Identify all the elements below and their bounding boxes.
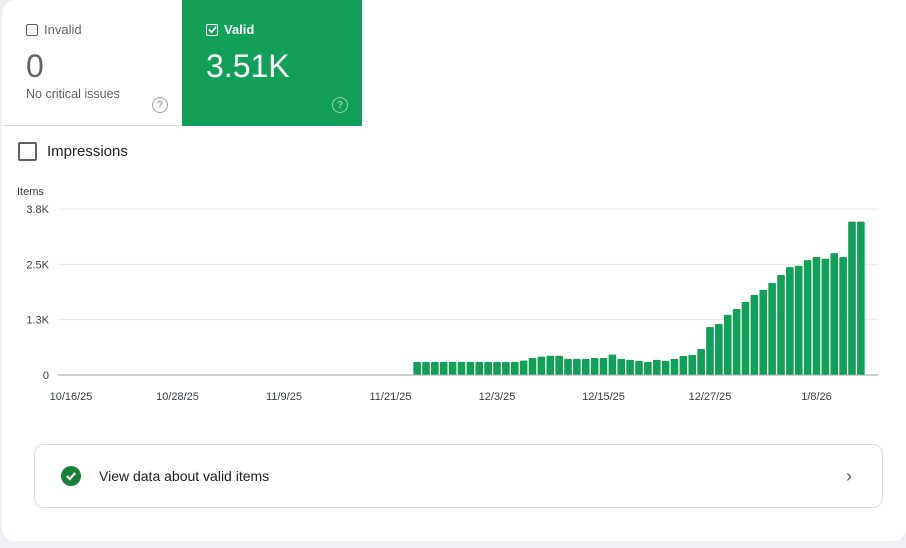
y-tick-label: 1.3K (26, 315, 49, 327)
bar (528, 357, 537, 375)
bar (759, 289, 768, 375)
view-valid-items-label: View data about valid items (99, 468, 270, 484)
valid-tile[interactable]: Valid 3.51K ? (182, 0, 362, 126)
invalid-subtitle: No critical issues (26, 87, 120, 101)
bar (786, 267, 794, 375)
bar (697, 349, 705, 375)
bar (564, 358, 572, 375)
bar (679, 355, 688, 375)
bar (732, 309, 741, 375)
bar (555, 355, 563, 375)
bar (608, 354, 617, 375)
x-tick-label: 12/15/25 (582, 391, 625, 403)
x-tick-label: 10/16/25 (50, 391, 93, 403)
bar (715, 323, 723, 375)
bar (546, 355, 555, 375)
bar (821, 258, 830, 375)
x-tick-label: 1/8/26 (801, 391, 832, 403)
bar (857, 221, 865, 375)
x-tick-label: 10/28/25 (156, 391, 199, 403)
invalid-label: Invalid (44, 22, 82, 37)
bar (777, 274, 785, 375)
impressions-toggle[interactable]: Impressions (18, 142, 128, 161)
bar (688, 354, 697, 375)
view-valid-items-button[interactable]: View data about valid items › (34, 444, 883, 508)
bar (573, 358, 581, 375)
bar (484, 361, 492, 375)
bar (590, 357, 599, 375)
invalid-count: 0 (26, 48, 44, 84)
valid-checkbox[interactable] (206, 23, 218, 36)
bar (466, 361, 475, 375)
bar (644, 361, 652, 375)
bar (830, 253, 839, 375)
bar (537, 356, 546, 375)
bar (812, 257, 821, 375)
bar (670, 358, 679, 375)
bar (706, 326, 714, 375)
bar (794, 265, 803, 375)
check-icon (207, 26, 217, 34)
items-chart: 0 1.3K 2.5K 3.8K 10/16/25 10/28/25 11/9/25 11/2… (26, 204, 878, 403)
bar (768, 282, 776, 375)
bar (723, 314, 732, 375)
valid-label: Valid (224, 22, 255, 37)
bar (519, 360, 528, 375)
check-circle-icon (61, 466, 81, 486)
bar (448, 361, 457, 375)
bar (626, 359, 634, 375)
invalid-tile[interactable]: Invalid 0 No critical issues ? (2, 0, 182, 126)
y-tick-label: 3.8K (26, 204, 49, 216)
y-tick-label: 2.5K (26, 259, 49, 271)
bar (803, 260, 812, 375)
bar (635, 361, 643, 375)
impressions-label: Impressions (47, 143, 128, 160)
bar (848, 221, 856, 375)
valid-count: 3.51K (206, 48, 290, 84)
bar (502, 361, 510, 375)
help-icon[interactable]: ? (152, 97, 168, 113)
x-tick-label: 11/9/25 (266, 391, 302, 403)
x-tick-label: 12/3/25 (479, 391, 516, 403)
bar (431, 361, 439, 375)
bar (422, 361, 430, 375)
bar (741, 302, 750, 375)
invalid-checkbox[interactable] (26, 23, 38, 36)
bar (661, 361, 670, 375)
help-icon[interactable]: ? (332, 97, 348, 113)
bar (617, 358, 626, 375)
y-axis-label: Items (17, 186, 44, 198)
bar (493, 361, 501, 375)
impressions-checkbox[interactable] (18, 142, 37, 161)
bar (652, 359, 661, 375)
bar (750, 295, 759, 375)
bar (839, 257, 847, 375)
bar (439, 361, 448, 375)
bar (599, 357, 608, 375)
y-tick-label: 0 (43, 370, 49, 382)
bar (510, 361, 519, 375)
bar (581, 358, 590, 375)
bar (475, 361, 484, 375)
bar (457, 361, 466, 375)
x-tick-label: 12/27/25 (689, 391, 732, 403)
x-tick-label: 11/21/25 (369, 391, 411, 403)
bar (413, 361, 421, 375)
chevron-right-icon: › (846, 465, 852, 486)
